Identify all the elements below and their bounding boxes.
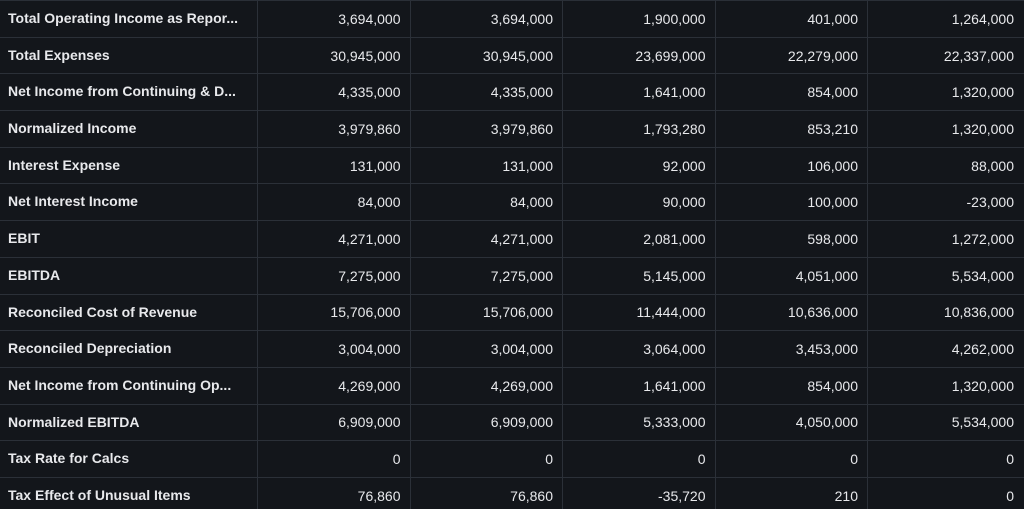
value-cell: 131,000 bbox=[411, 147, 563, 184]
table-row[interactable]: Total Operating Income as Repor... 3,694… bbox=[0, 1, 1024, 38]
value-cell: 3,694,000 bbox=[258, 1, 411, 37]
value-cell: 3,694,000 bbox=[411, 1, 563, 37]
table-row[interactable]: Tax Effect of Unusual Items 76,860 76,86… bbox=[0, 477, 1024, 509]
row-label: Tax Rate for Calcs bbox=[0, 441, 258, 477]
value-cell: 76,860 bbox=[411, 477, 563, 509]
value-cell: 598,000 bbox=[716, 221, 868, 257]
value-cell: 4,269,000 bbox=[258, 367, 411, 404]
value-cell: 4,335,000 bbox=[411, 74, 563, 111]
value-cell: 3,979,860 bbox=[258, 111, 411, 147]
value-cell: 10,836,000 bbox=[943, 304, 1014, 321]
row-label: Net Interest Income bbox=[0, 184, 258, 221]
value-cell: 92,000 bbox=[563, 147, 716, 184]
row-label: Normalized Income bbox=[0, 111, 258, 147]
value-cell: 76,860 bbox=[258, 477, 411, 509]
row-label: Reconciled Depreciation bbox=[0, 331, 258, 367]
table-row[interactable]: Total Expenses 30,945,000 30,945,000 23,… bbox=[0, 37, 1024, 75]
value-cell: 210 bbox=[716, 477, 868, 509]
value-cell: 853,210 bbox=[716, 111, 868, 147]
row-label: Tax Effect of Unusual Items bbox=[0, 477, 258, 509]
value-cell: 0 bbox=[1006, 488, 1014, 505]
value-cell: 3,004,000 bbox=[411, 331, 563, 367]
value-cell: 1,641,000 bbox=[563, 367, 716, 404]
value-cell: 88,000 bbox=[971, 157, 1014, 174]
table-row[interactable]: Reconciled Depreciation 3,004,000 3,004,… bbox=[0, 331, 1024, 368]
row-label: Reconciled Cost of Revenue bbox=[0, 294, 258, 331]
value-cell: 1,320,000 bbox=[951, 84, 1014, 101]
row-label: Net Income from Continuing & D... bbox=[0, 74, 258, 111]
value-cell: 4,269,000 bbox=[411, 367, 563, 404]
value-cell: 2,081,000 bbox=[563, 221, 716, 257]
value-cell: 15,706,000 bbox=[411, 294, 563, 331]
value-cell: 4,050,000 bbox=[716, 404, 868, 441]
value-cell: 0 bbox=[258, 441, 411, 477]
value-cell: 3,453,000 bbox=[716, 331, 868, 367]
value-cell: -35,720 bbox=[563, 477, 716, 509]
row-label: Net Income from Continuing Op... bbox=[0, 367, 258, 404]
value-cell: 90,000 bbox=[563, 184, 716, 221]
value-cell: 4,271,000 bbox=[411, 221, 563, 257]
value-cell: 1,793,280 bbox=[563, 111, 716, 147]
value-cell: 0 bbox=[563, 441, 716, 477]
value-cell: 401,000 bbox=[716, 1, 868, 37]
value-cell: 6,909,000 bbox=[411, 404, 563, 441]
table-row[interactable]: Interest Expense 131,000 131,000 92,000 … bbox=[0, 147, 1024, 185]
value-cell: 1,264,000 bbox=[951, 10, 1014, 27]
value-cell: 854,000 bbox=[716, 367, 868, 404]
value-cell: 84,000 bbox=[411, 184, 563, 221]
value-cell: 1,320,000 bbox=[951, 377, 1014, 394]
value-cell: 0 bbox=[1006, 451, 1014, 468]
row-label: EBIT bbox=[0, 221, 258, 257]
value-cell: 0 bbox=[411, 441, 563, 477]
table-row[interactable]: Tax Rate for Calcs 0 0 0 0 0 bbox=[0, 441, 1024, 478]
value-cell: 6,909,000 bbox=[258, 404, 411, 441]
value-cell: 3,979,860 bbox=[411, 111, 563, 147]
value-cell: -23,000 bbox=[966, 194, 1014, 211]
row-label: Total Expenses bbox=[0, 37, 258, 74]
value-cell: 84,000 bbox=[258, 184, 411, 221]
value-cell: 11,444,000 bbox=[563, 294, 716, 331]
value-cell: 1,272,000 bbox=[951, 230, 1014, 247]
table-row[interactable]: EBIT 4,271,000 4,271,000 2,081,000 598,0… bbox=[0, 221, 1024, 258]
value-cell: 5,534,000 bbox=[951, 414, 1014, 431]
value-cell: 1,900,000 bbox=[563, 1, 716, 37]
value-cell: 15,706,000 bbox=[258, 294, 411, 331]
value-cell: 3,064,000 bbox=[563, 331, 716, 367]
value-cell: 4,262,000 bbox=[951, 341, 1014, 358]
value-cell: 4,335,000 bbox=[258, 74, 411, 111]
value-cell: 30,945,000 bbox=[258, 37, 411, 74]
value-cell: 5,333,000 bbox=[563, 404, 716, 441]
value-cell: 22,279,000 bbox=[716, 37, 868, 74]
value-cell: 0 bbox=[716, 441, 868, 477]
row-label: Total Operating Income as Repor... bbox=[0, 1, 258, 37]
value-cell: 7,275,000 bbox=[258, 257, 411, 294]
value-cell: 10,636,000 bbox=[716, 294, 868, 331]
value-cell: 106,000 bbox=[716, 147, 868, 184]
value-cell: 1,641,000 bbox=[563, 74, 716, 111]
row-label: EBITDA bbox=[0, 257, 258, 294]
value-cell: 4,271,000 bbox=[258, 221, 411, 257]
value-cell: 3,004,000 bbox=[258, 331, 411, 367]
value-cell: 1,320,000 bbox=[951, 120, 1014, 137]
value-cell: 5,145,000 bbox=[563, 257, 716, 294]
value-cell: 22,337,000 bbox=[943, 47, 1014, 64]
value-cell: 30,945,000 bbox=[411, 37, 563, 74]
row-label: Normalized EBITDA bbox=[0, 404, 258, 441]
value-cell: 4,051,000 bbox=[716, 257, 868, 294]
value-cell: 854,000 bbox=[716, 74, 868, 111]
table-row[interactable]: Net Interest Income 84,000 84,000 90,000… bbox=[0, 184, 1024, 222]
value-cell: 5,534,000 bbox=[951, 267, 1014, 284]
table-row[interactable]: Reconciled Cost of Revenue 15,706,000 15… bbox=[0, 294, 1024, 332]
table-row[interactable]: Normalized Income 3,979,860 3,979,860 1,… bbox=[0, 111, 1024, 148]
value-cell: 131,000 bbox=[258, 147, 411, 184]
row-label: Interest Expense bbox=[0, 147, 258, 184]
value-cell: 100,000 bbox=[716, 184, 868, 221]
table-row[interactable]: EBITDA 7,275,000 7,275,000 5,145,000 4,0… bbox=[0, 257, 1024, 295]
value-cell: 7,275,000 bbox=[411, 257, 563, 294]
table-row[interactable]: Net Income from Continuing & D... 4,335,… bbox=[0, 74, 1024, 112]
table-row[interactable]: Net Income from Continuing Op... 4,269,0… bbox=[0, 367, 1024, 405]
table-row[interactable]: Normalized EBITDA 6,909,000 6,909,000 5,… bbox=[0, 404, 1024, 442]
value-cell: 23,699,000 bbox=[563, 37, 716, 74]
